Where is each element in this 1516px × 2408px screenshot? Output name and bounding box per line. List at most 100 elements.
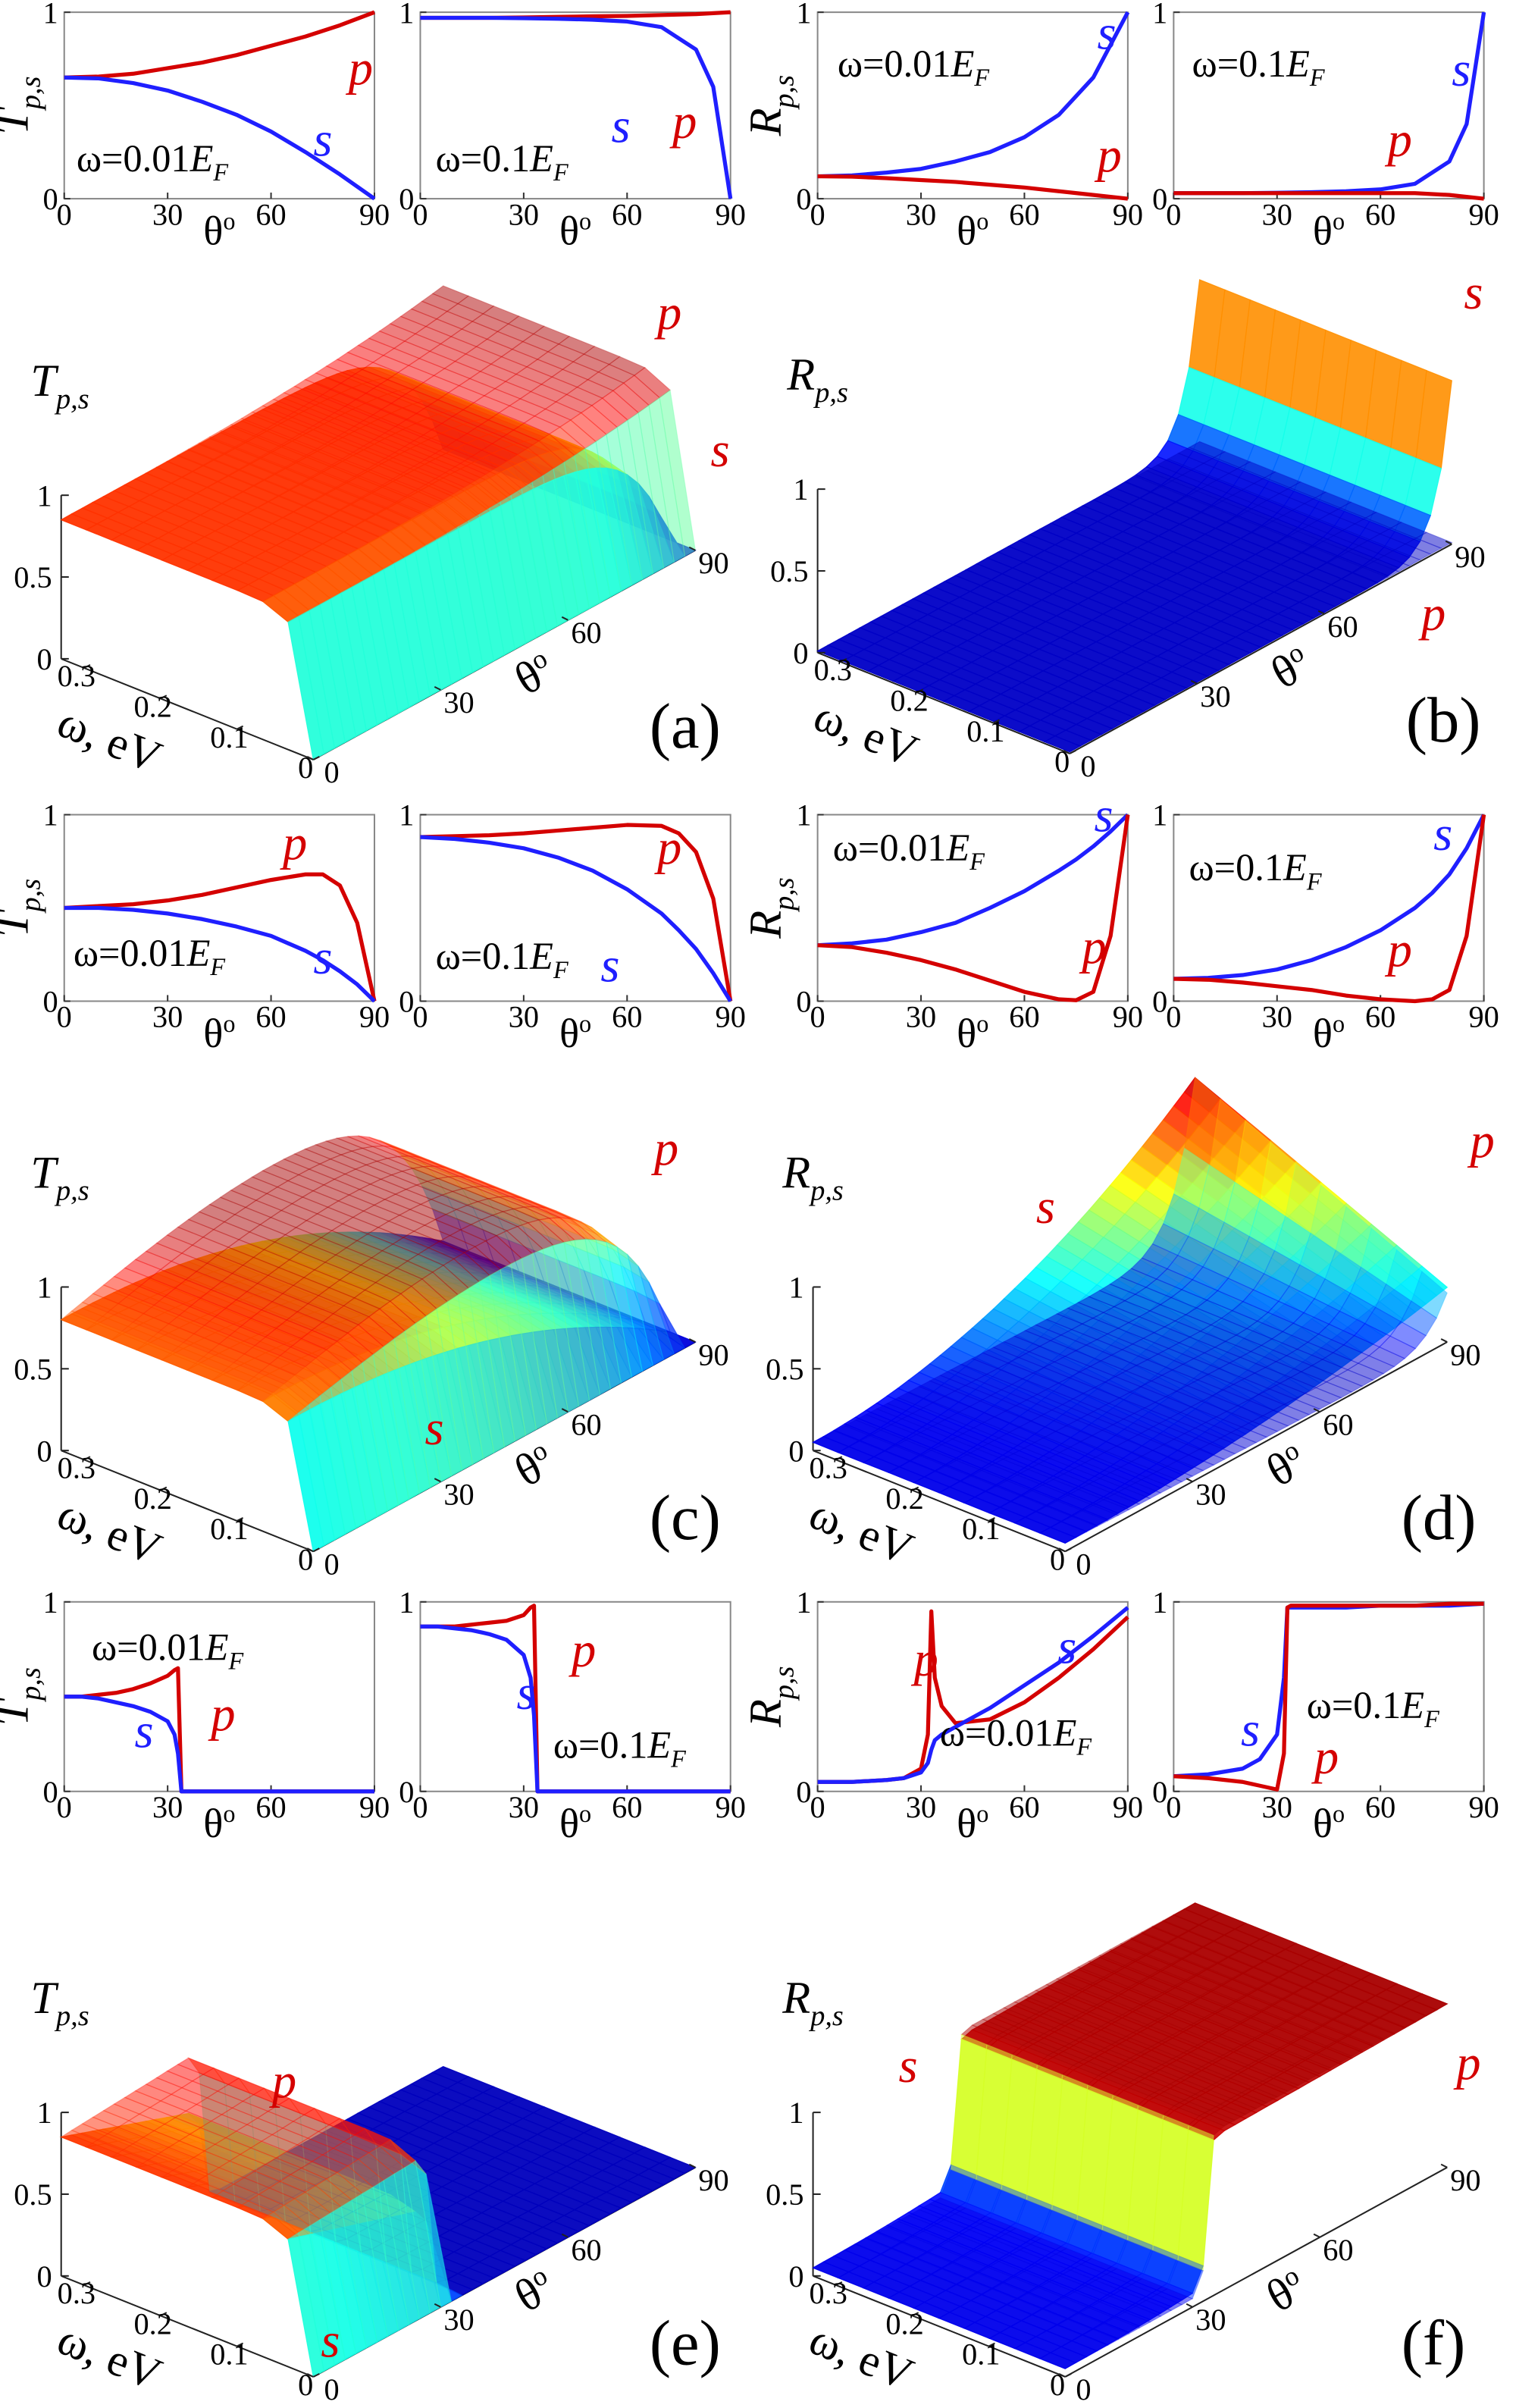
series-line [817,174,1129,201]
omega-tick-label: 0 [1054,745,1070,779]
theta-tick [1186,2303,1193,2308]
series-label: s [516,1666,535,1720]
panel-label: (e) [650,2309,721,2379]
annotation-sub: F [670,1745,686,1772]
y-label-sub: p,s [14,879,46,914]
theta-tick-label: 0 [1076,2372,1091,2406]
annotation-sub: F [228,1647,244,1674]
x-label-symbol: θ [957,1010,976,1056]
theta-tick-label: 60 [571,616,601,650]
series-line [817,11,1130,179]
theta-tick-label: 60 [1327,610,1358,644]
x-tick-label: 0 [810,197,825,231]
surfaces [60,285,697,760]
series-label: s [1433,807,1452,861]
annotation-text: ω=0.01 [77,137,190,180]
surfaces [812,1077,1449,1544]
y-tick-label: 0 [399,985,414,1019]
x-tick-label: 90 [1113,1000,1143,1034]
x-label-symbol: θ [1313,208,1333,254]
surface-patch [489,1268,527,1442]
theta-tick [561,616,568,621]
x-tick-label: 60 [1009,1790,1039,1824]
surface-patch [247,1372,285,1394]
x-tick-label: 60 [612,1000,642,1034]
z-tick-label: 1 [36,1271,52,1305]
surface-patch [163,504,202,522]
series-line [817,813,1129,948]
omega-tick-label: 0.2 [885,1481,923,1516]
x-tick-label: 0 [1166,197,1181,231]
z-label-sub: p,s [808,2000,844,2032]
series-label: s [1036,1180,1055,1234]
x-tick-label: 90 [716,1790,746,1824]
annotation-var: E [1286,42,1310,85]
annotation-sub: F [209,953,225,980]
series-label: p [654,820,681,874]
z-label-sub: p,s [808,1175,844,1207]
series-line [1173,814,1486,981]
z-tick-label: 1 [788,1271,803,1305]
surface-patch [262,594,300,623]
x-label-sup: o [579,1800,591,1827]
omega-tick [83,664,91,669]
y-axis-label: Rp,s [741,877,800,939]
x-tick-label: 90 [1468,1000,1499,1034]
x-tick-label: 90 [1113,1790,1143,1824]
z-label-symbol: R [781,1147,810,1198]
omega-tick [1069,749,1076,754]
z-tick-label: 0 [36,642,52,676]
x-tick-label: 60 [255,1000,286,1034]
x-tick-label: 30 [152,1790,183,1824]
x-tick-label: 30 [1262,197,1292,231]
y-axis-label: Tp,s [0,1667,46,1726]
x-tick-label: 0 [810,1000,825,1034]
surface-patch [559,419,597,450]
series-label: s [1464,265,1483,319]
annotation: ω=0.01EF [77,137,229,186]
surface-patch [70,507,109,525]
y-label-sub: p,s [768,877,800,913]
omega-axis [817,651,1070,754]
surface-patch [321,1313,359,1334]
surface-patch [205,481,244,498]
surface-patch [616,419,653,581]
annotation-sub: F [1309,64,1325,91]
surface-patch [584,1238,622,1390]
y-label-symbol: T [0,908,38,937]
omega-tick-label: 0.3 [810,1450,847,1485]
x-label-sup: o [1333,207,1345,234]
x-tick-label: 90 [1468,1790,1499,1824]
series-line [64,872,377,1002]
y-tick-label: 1 [399,0,414,30]
theta-axis-label: θo [1258,2260,1314,2322]
series-label: p [1467,1114,1494,1168]
surface-patch [453,486,491,516]
surface-patch [300,549,339,567]
x-axis-label: θo [957,1010,988,1056]
theta-axis-label: θo [1258,1434,1314,1497]
x-tick-label: 60 [1009,197,1039,231]
surface-patch [378,323,417,342]
x-tick-label: 0 [1166,1000,1181,1034]
surface-patch [287,615,324,760]
series-label: p [269,2054,296,2108]
plot-frame [419,814,731,1002]
surface-patch [510,1257,548,1431]
series-line [64,75,376,201]
surface-patch [389,1293,428,1325]
x-tick-label: 90 [1113,197,1143,231]
series-label: p [669,94,697,148]
x-tick-label: 30 [1262,1000,1292,1034]
theta-tick [1313,2233,1320,2238]
annotation: ω=0.01EF [74,932,226,980]
z-tick-label: 0.5 [766,2178,803,2212]
z-axis-label: Rp,s [781,1973,844,2032]
theta-tick-label: 60 [571,1407,601,1441]
annotation-var: E [1400,1684,1424,1726]
x-tick-label: 30 [509,1790,539,1824]
omega-tick-label: 0.3 [810,2276,847,2310]
annotation: ω=0.1EF [1189,846,1322,895]
x-tick-label: 0 [412,1000,428,1034]
x-axis-label: θo [559,1010,591,1056]
